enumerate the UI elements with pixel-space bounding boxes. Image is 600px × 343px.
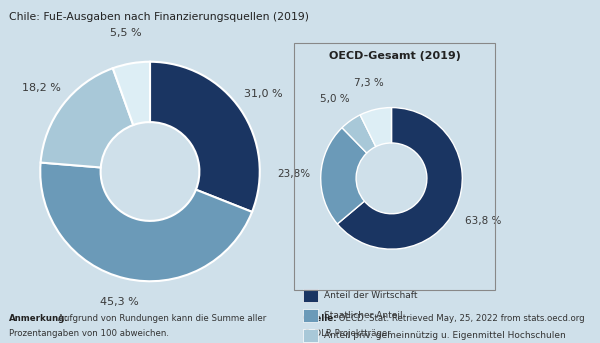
Wedge shape	[360, 108, 391, 146]
Text: © DLR Projektträger: © DLR Projektträger	[303, 329, 391, 338]
Text: Chile: FuE-Ausgaben nach Finanzierungsquellen (2019): Chile: FuE-Ausgaben nach Finanzierungsqu…	[9, 12, 309, 22]
Text: 23,8%: 23,8%	[277, 169, 310, 179]
Text: Aufgrund von Rundungen kann die Summe aller: Aufgrund von Rundungen kann die Summe al…	[58, 314, 266, 323]
Text: Quelle:: Quelle:	[303, 314, 338, 323]
Wedge shape	[342, 115, 376, 153]
Wedge shape	[41, 68, 133, 167]
Wedge shape	[150, 62, 260, 212]
Text: 7,3 %: 7,3 %	[354, 78, 383, 88]
Text: 63,8 %: 63,8 %	[464, 216, 501, 226]
Wedge shape	[337, 108, 462, 249]
Text: 45,3 %: 45,3 %	[100, 297, 139, 307]
Text: 5,5 %: 5,5 %	[110, 28, 142, 38]
Text: 5,0 %: 5,0 %	[320, 94, 349, 104]
Wedge shape	[321, 128, 367, 224]
Text: Anteil der Wirtschaft: Anteil der Wirtschaft	[324, 291, 418, 300]
Wedge shape	[113, 62, 150, 125]
Text: 18,2 %: 18,2 %	[22, 83, 61, 93]
Text: Staatlicher Anteil: Staatlicher Anteil	[324, 311, 403, 320]
Text: Anteil priv. gemeinnützig u. Eigenmittel Hochschulen: Anteil priv. gemeinnützig u. Eigenmittel…	[324, 331, 566, 340]
Text: 31,0 %: 31,0 %	[244, 90, 283, 99]
Text: Anmerkung:: Anmerkung:	[9, 314, 69, 323]
Text: OECD-Gesamt (2019): OECD-Gesamt (2019)	[329, 51, 460, 61]
Wedge shape	[40, 163, 252, 281]
Text: Prozentangaben von 100 abweichen.: Prozentangaben von 100 abweichen.	[9, 329, 169, 338]
Text: OECD. Stat. Retrieved May, 25, 2022 from stats.oecd.org: OECD. Stat. Retrieved May, 25, 2022 from…	[336, 314, 584, 323]
